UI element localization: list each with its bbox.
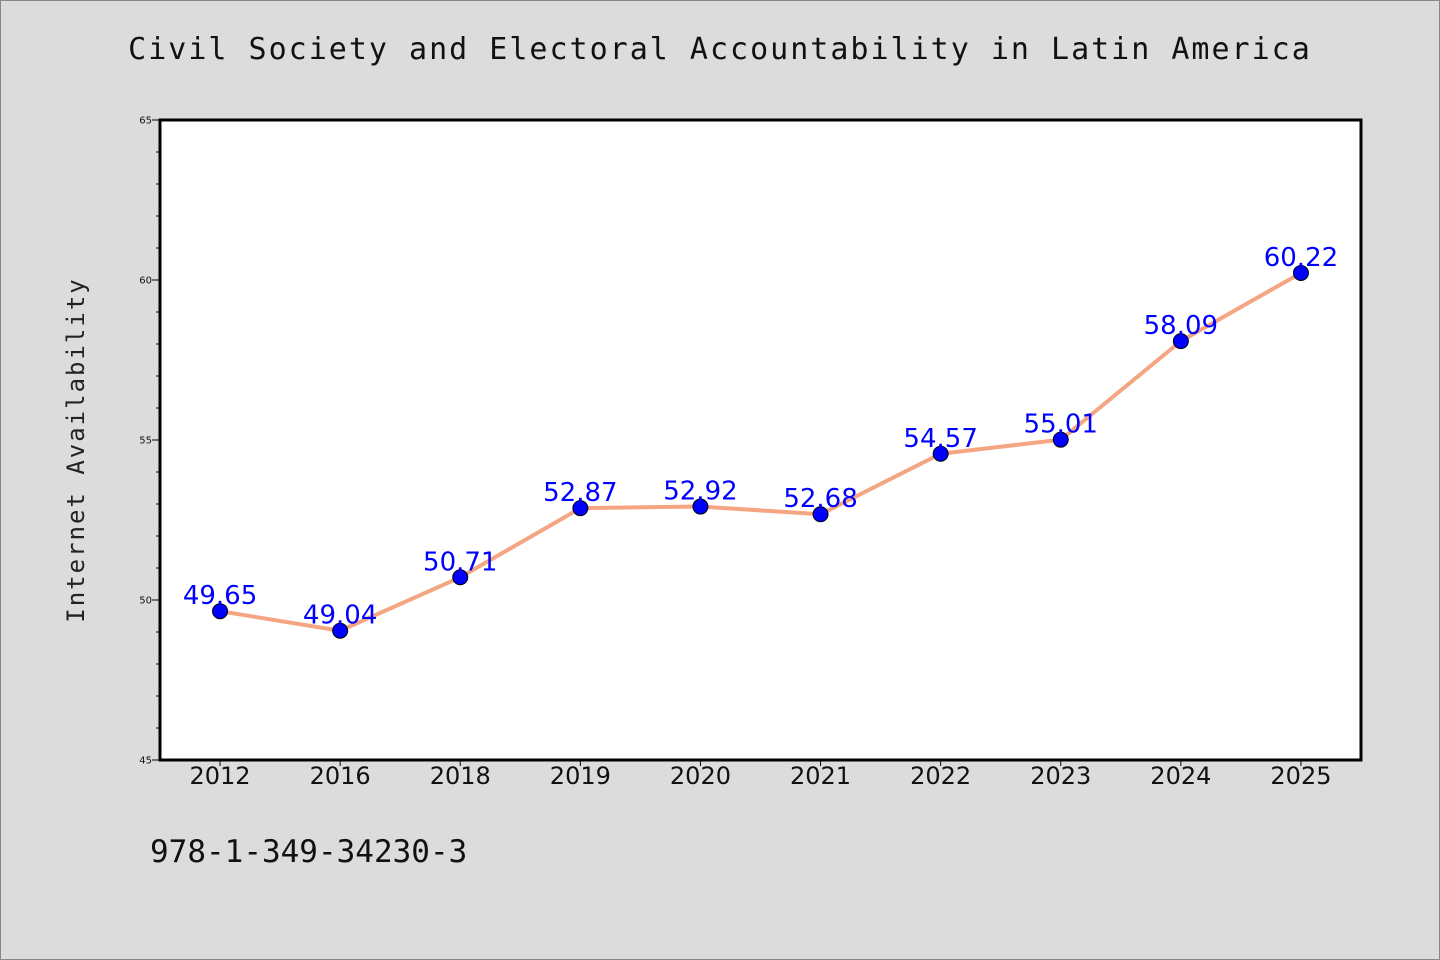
plot-area bbox=[158, 118, 1363, 762]
data-label: 58.09 bbox=[1144, 311, 1218, 341]
x-tick-label: 2019 bbox=[550, 762, 611, 790]
x-axis: 2012 2016 2018 2019 2020 2021 2022 2023 2024 2025 bbox=[190, 760, 1331, 790]
data-point bbox=[332, 622, 349, 639]
data-label: 49.65 bbox=[183, 581, 257, 611]
data-label: 52.92 bbox=[663, 477, 737, 507]
footer-code: 978-1-349-34230-3 bbox=[150, 834, 468, 870]
data-point bbox=[932, 445, 949, 462]
data-point bbox=[812, 506, 829, 523]
x-tick-label: 2016 bbox=[310, 762, 371, 790]
y-tick-label: 65 bbox=[139, 116, 152, 127]
data-point bbox=[1292, 264, 1309, 281]
data-label: 52.68 bbox=[783, 484, 857, 514]
y-tick-label: 50 bbox=[139, 596, 152, 607]
x-tick-label: 2023 bbox=[1030, 762, 1091, 790]
data-point bbox=[212, 603, 229, 620]
x-tick-label: 2025 bbox=[1270, 762, 1331, 790]
data-point bbox=[692, 498, 709, 515]
y-axis: 45 50 55 60 65 bbox=[139, 116, 160, 767]
y-tick-label: 55 bbox=[139, 436, 152, 447]
x-tick-label: 2018 bbox=[430, 762, 491, 790]
y-tick-label: 60 bbox=[139, 276, 152, 287]
y-tick-label: 45 bbox=[139, 756, 152, 767]
data-label: 50.71 bbox=[423, 547, 497, 577]
data-point bbox=[1052, 431, 1069, 448]
data-label: 52.87 bbox=[543, 478, 617, 508]
x-tick-label: 2020 bbox=[670, 762, 731, 790]
data-label: 49.04 bbox=[303, 601, 377, 631]
x-tick-label: 2012 bbox=[190, 762, 251, 790]
x-tick-label: 2021 bbox=[790, 762, 851, 790]
data-label: 60.22 bbox=[1264, 243, 1338, 273]
data-point bbox=[1172, 333, 1189, 350]
chart-title: Civil Society and Electoral Accountabili… bbox=[128, 32, 1312, 67]
x-tick-label: 2024 bbox=[1150, 762, 1211, 790]
data-label: 55.01 bbox=[1024, 410, 1098, 440]
data-point bbox=[572, 500, 589, 517]
series-layer: 49.65 49.04 50.71 52.87 52.92 52.68 54.57 55.01… bbox=[183, 243, 1338, 639]
data-point bbox=[452, 569, 469, 586]
x-tick-label: 2022 bbox=[910, 762, 971, 790]
series-line bbox=[218, 270, 1303, 633]
data-label: 54.57 bbox=[903, 424, 977, 454]
